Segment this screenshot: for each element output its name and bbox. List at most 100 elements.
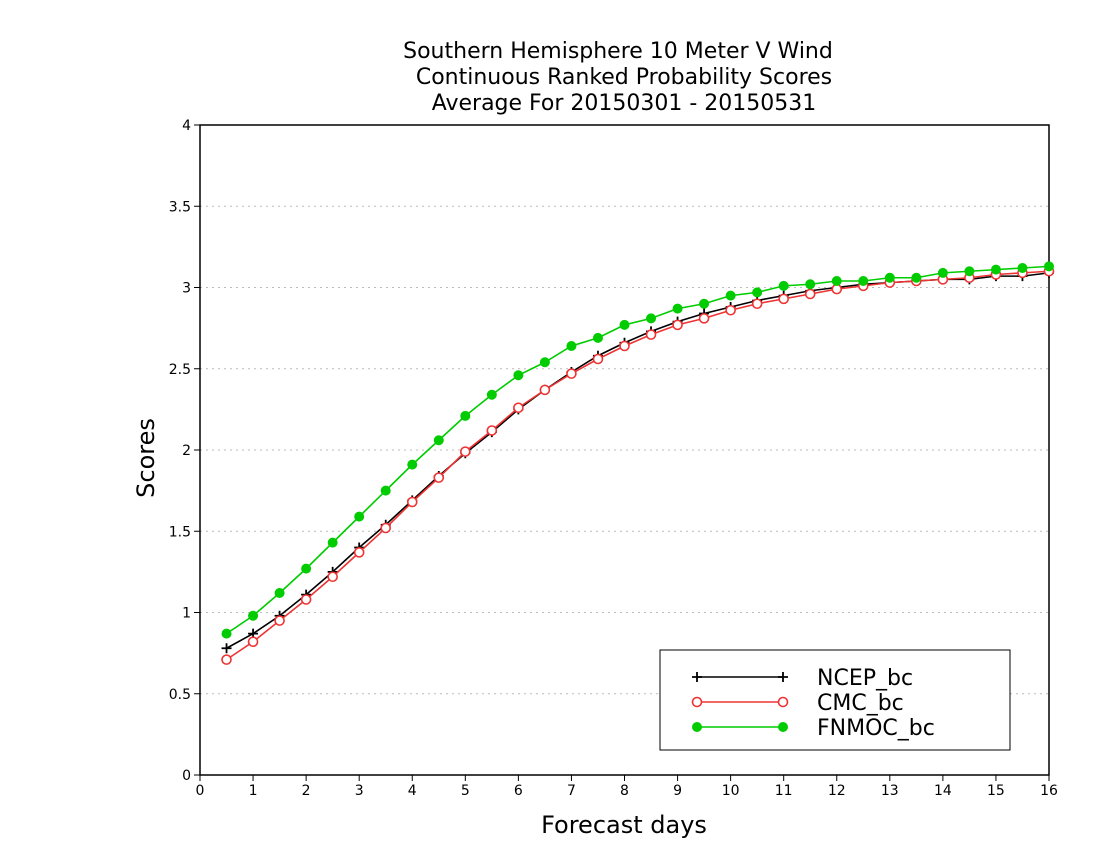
- data-point-fnmoc-bc: [460, 410, 471, 421]
- chart-title-line-3: Average For 20150301 - 20150531: [432, 91, 817, 116]
- legend-marker-ncep-bc: [778, 672, 788, 682]
- data-point-cmc-bc: [460, 446, 471, 457]
- series-line-cmc-bc: [226, 270, 1050, 661]
- data-point-cmc-bc: [221, 654, 232, 665]
- data-point-cmc-bc: [751, 298, 763, 310]
- data-point-fnmoc-bc: [672, 303, 683, 314]
- legend-marker-ncep-bc: [692, 672, 702, 682]
- legend-entry-cmc-bc: CMC_bc: [691, 691, 904, 716]
- data-point-fnmoc-bc: [354, 511, 365, 522]
- data-point-fnmoc-bc: [752, 287, 763, 298]
- legend-box: [659, 649, 1011, 751]
- legend-label-cmc-bc: CMC_bc: [817, 691, 904, 716]
- data-point-cmc-bc: [247, 636, 259, 648]
- data-point-fnmoc-bc: [911, 272, 922, 283]
- data-point-fnmoc-bc: [725, 290, 736, 301]
- data-point-fnmoc-bc: [964, 266, 975, 277]
- data-point-cmc-bc: [645, 329, 657, 340]
- x-tick-label: 16: [1040, 783, 1058, 799]
- data-point-fnmoc-bc: [433, 435, 444, 446]
- data-point-fnmoc-bc: [407, 459, 418, 470]
- data-point-ncep-bc: [221, 643, 232, 654]
- data-point-fnmoc-bc: [1044, 261, 1054, 272]
- axis-ticks: 00.511.522.533.540 1 2 3 4 5 6 7 8 9 10 11 12 13 14 15 1…: [169, 118, 1058, 799]
- data-point-cmc-bc: [672, 319, 683, 331]
- data-point-fnmoc-bc: [937, 267, 948, 278]
- grid-lines: [200, 205, 1049, 695]
- legend-entry-fnmoc-bc: FNMOC_bc: [692, 716, 935, 741]
- data-point-fnmoc-bc: [274, 588, 285, 598]
- x-tick-label: 2: [302, 783, 311, 799]
- data-point-cmc-bc: [486, 425, 498, 436]
- data-point-fnmoc-bc: [1017, 263, 1028, 273]
- data-point-fnmoc-bc: [699, 298, 710, 309]
- chart-title-line-2: Continuous Ranked Probability Scores: [416, 65, 832, 90]
- data-point-cmc-bc: [327, 571, 338, 583]
- data-point-fnmoc-bc: [486, 389, 497, 400]
- series-line-fnmoc-bc: [226, 265, 1050, 635]
- legend-label-fnmoc-bc: FNMOC_bc: [817, 716, 935, 741]
- y-axis-title: Scores: [132, 418, 160, 498]
- series-fnmoc-bc: [221, 261, 1054, 639]
- x-tick-label: 14: [934, 783, 952, 799]
- x-tick-label: 3: [355, 783, 364, 799]
- data-point-fnmoc-bc: [221, 628, 232, 639]
- y-tick-label: 3.5: [169, 199, 191, 215]
- data-point-fnmoc-bc: [513, 370, 524, 381]
- y-tick-label: 4: [182, 118, 191, 134]
- data-point-cmc-bc: [300, 594, 312, 605]
- data-point-cmc-bc: [725, 304, 736, 316]
- x-tick-label: 15: [987, 783, 1005, 799]
- legend-marker-cmc-bc: [777, 696, 789, 708]
- data-point-fnmoc-bc: [380, 485, 391, 496]
- x-tick-label: 11: [775, 783, 793, 799]
- x-axis-title: Forecast days: [541, 811, 707, 839]
- data-point-cmc-bc: [433, 472, 445, 483]
- series-cmc-bc: [221, 265, 1055, 665]
- data-point-fnmoc-bc: [805, 279, 816, 290]
- x-tick-label: 1: [249, 783, 258, 799]
- data-point-fnmoc-bc: [884, 272, 895, 283]
- y-tick-label: 1.5: [169, 524, 191, 540]
- legend-label-ncep-bc: NCEP_bc: [817, 666, 913, 691]
- x-tick-label: 8: [620, 783, 629, 799]
- data-point-cmc-bc: [513, 402, 524, 414]
- data-point-cmc-bc: [592, 353, 604, 365]
- data-point-fnmoc-bc: [778, 280, 789, 291]
- data-point-cmc-bc: [380, 522, 392, 534]
- data-point-cmc-bc: [566, 368, 577, 379]
- y-tick-label: 2.5: [169, 362, 191, 378]
- x-tick-label: 6: [514, 783, 523, 799]
- x-tick-label: 0: [196, 783, 205, 799]
- data-point-cmc-bc: [406, 496, 418, 508]
- data-point-cmc-bc: [778, 293, 789, 305]
- data-point-cmc-bc: [698, 313, 710, 324]
- data-point-fnmoc-bc: [858, 276, 869, 286]
- chart-title-line-1: Southern Hemisphere 10 Meter V Wind: [403, 39, 833, 64]
- x-tick-label: 13: [881, 783, 899, 799]
- series-layer: [221, 261, 1055, 665]
- legend-marker-fnmoc-bc: [692, 722, 702, 732]
- y-tick-label: 2: [182, 443, 191, 459]
- data-point-fnmoc-bc: [990, 264, 1001, 275]
- data-point-fnmoc-bc: [592, 332, 603, 343]
- series-ncep-bc: [221, 267, 1054, 654]
- y-tick-label: 0: [182, 768, 191, 784]
- data-point-fnmoc-bc: [619, 319, 630, 330]
- legend-marker-cmc-bc: [691, 696, 703, 708]
- x-tick-label: 4: [408, 783, 417, 799]
- y-tick-label: 3: [182, 281, 191, 297]
- data-point-fnmoc-bc: [327, 537, 338, 548]
- y-tick-label: 0.5: [169, 687, 191, 703]
- data-point-fnmoc-bc: [831, 276, 842, 286]
- legend-entry-ncep-bc: NCEP_bc: [692, 666, 913, 691]
- x-tick-label: 12: [828, 783, 846, 799]
- legend-marker-fnmoc-bc: [778, 722, 788, 732]
- series-line-ncep-bc: [226, 272, 1050, 649]
- x-tick-label: 9: [673, 783, 682, 799]
- x-tick-label: 10: [722, 783, 740, 799]
